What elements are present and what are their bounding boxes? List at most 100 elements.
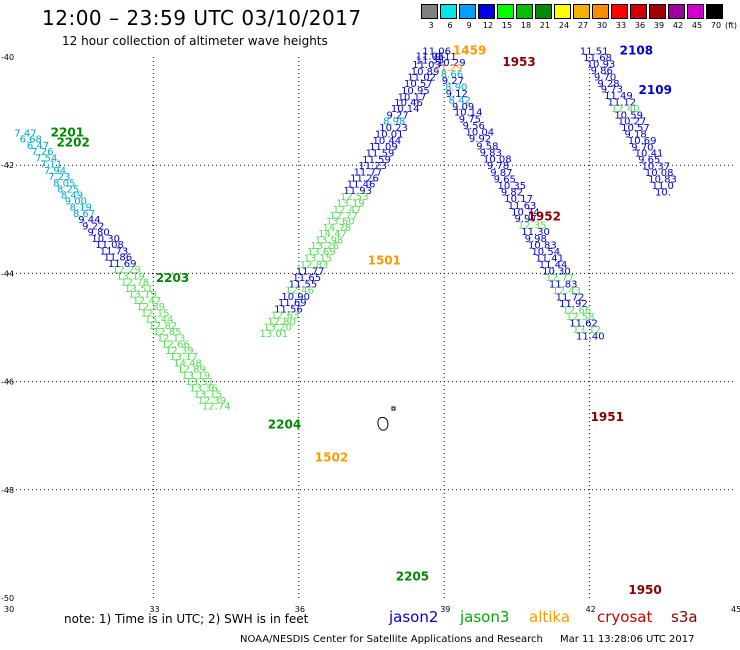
swh-reading: 10.74 (511, 208, 540, 219)
swh-reading: 14.48 (173, 358, 202, 369)
pass-label: 2108 (620, 43, 653, 57)
satellite-legend-entry: jason3 (460, 608, 510, 626)
swh-reading: 7.11 (40, 159, 62, 170)
swh-reading: 11.93 (343, 186, 372, 197)
swh-reading: 9.98 (525, 234, 547, 245)
color-scale-swatch (687, 4, 704, 19)
swh-reading: 12.83 (300, 260, 329, 271)
island-shape (377, 416, 389, 431)
swh-reading: 9.11 (435, 52, 457, 63)
swh-reading: 12.82 (149, 321, 178, 332)
pass-label: 1952 (528, 209, 561, 223)
color-scale-label: 36 (634, 21, 646, 30)
satellite-legend-entry: jason2 (389, 608, 439, 626)
swh-reading: 13.15 (304, 253, 333, 264)
swh-reading: 9.00 (65, 197, 87, 208)
swh-reading: 12.77 (329, 211, 358, 222)
color-scale-swatch (611, 4, 628, 19)
pass-label: 1501 (368, 254, 401, 268)
swh-reading: 13.15 (194, 389, 223, 400)
swh-reading: 10.57 (621, 123, 650, 134)
swh-reading: 12.78 (120, 277, 149, 288)
swh-reading: 12.89 (177, 364, 206, 375)
swh-reading: 9.86 (591, 66, 613, 77)
swh-reading: 11.72 (556, 292, 585, 303)
swh-reading: 11.55 (289, 279, 318, 290)
swh-reading: 10.54 (531, 247, 560, 258)
swh-reading: 10. (655, 187, 671, 198)
swh-reading: 11.62 (569, 318, 598, 329)
swh-reading: 9.70 (631, 143, 653, 154)
color-scale-label: 18 (520, 21, 532, 30)
pass-label: 2204 (268, 418, 301, 432)
swh-reading: 13.01 (260, 329, 289, 340)
x-axis-tick-label: 42 (586, 605, 596, 614)
color-scale-swatch (478, 4, 495, 19)
swh-reading: 12.43 (552, 286, 581, 297)
color-scale-swatch (421, 4, 438, 19)
swh-reading: 8.67 (73, 209, 95, 220)
swh-reading: 10.23 (379, 123, 408, 134)
y-axis-tick-label: -44 (1, 269, 14, 278)
swh-reading: 11.56 (274, 304, 303, 315)
swh-readings-layer: 11.0611.0511.3511.0310.8911.0210.5710.95… (14, 46, 677, 412)
swh-reading: 13.19 (336, 198, 365, 209)
swh-reading: 9.97 (514, 214, 536, 225)
swh-reading: 9.83 (480, 148, 502, 159)
swh-reading: 10.30 (542, 266, 571, 277)
color-scale-swatch (459, 4, 476, 19)
swh-reading: 10.83 (528, 241, 557, 252)
swh-reading: 10.17 (398, 92, 427, 103)
swh-reading: 10.44 (372, 136, 401, 147)
swh-reading: 10.69 (628, 136, 657, 147)
swh-reading: 13.51 (185, 377, 214, 388)
footer-timestamp: Mar 11 13:28:06 UTC 2017 (560, 634, 695, 645)
color-scale-swatch (497, 4, 514, 19)
swh-reading: 6.68 (20, 134, 42, 145)
swh-reading: 11.51 (580, 46, 609, 57)
y-axis-tick-label: -40 (1, 53, 14, 62)
swh-reading: 13.98 (315, 236, 344, 247)
page-subtitle: 12 hour collection of altimeter wave hei… (62, 34, 328, 48)
swh-reading: 9.78 (487, 161, 509, 172)
color-scale-unit: (ft) (724, 21, 738, 30)
swh-reading: 9.73 (601, 85, 623, 96)
color-scale-swatch (516, 4, 533, 19)
x-axis-tick-label: 39 (440, 605, 450, 614)
swh-reading: 7.26 (31, 147, 53, 158)
color-scale-label: 12 (482, 21, 494, 30)
color-scale-swatch (706, 4, 723, 19)
swh-reading: 13.60 (326, 217, 355, 228)
color-scale-swatch (440, 4, 457, 19)
color-scale-swatch (649, 4, 666, 19)
color-scale-swatch (668, 4, 685, 19)
swh-reading: 11.41 (535, 253, 564, 264)
swh-reading: 12.29 (112, 265, 141, 276)
swh-reading: 10.46 (394, 98, 423, 109)
swh-reading: 14.47 (318, 229, 347, 240)
swh-reading: 8.05 (53, 178, 75, 189)
swh-reading: 10.95 (401, 86, 430, 97)
footer-credit: NOAA/NESDIS Center for Satellite Applica… (240, 634, 543, 645)
swh-reading: 11.86 (103, 252, 132, 263)
swh-reading: 11.08 (95, 240, 124, 251)
swh-reading: 12.89 (136, 302, 165, 313)
swh-reading: 12.77 (545, 273, 574, 284)
pass-label: 2205 (396, 570, 429, 584)
color-scale-label: 3 (428, 21, 434, 30)
color-scale-label: 24 (558, 21, 570, 30)
swh-reading: 13.19 (182, 371, 211, 382)
color-scale-label: 33 (615, 21, 627, 30)
swh-reading: 11.29 (434, 63, 463, 74)
swh-reading: 11.44 (539, 260, 568, 271)
pass-label: 2109 (639, 83, 672, 97)
y-axis-tick-label: -46 (1, 378, 14, 387)
swh-reading: 11.77 (296, 266, 325, 277)
swh-reading: 10.83 (648, 175, 677, 186)
page-title: 12:00 – 23:59 UTC 03/10/2017 (42, 6, 362, 30)
swh-reading: 12.80 (267, 317, 296, 328)
pass-label: 1953 (502, 55, 535, 69)
footer-note: note: 1) Time is in UTC; 2) SWH is in fe… (64, 612, 309, 626)
